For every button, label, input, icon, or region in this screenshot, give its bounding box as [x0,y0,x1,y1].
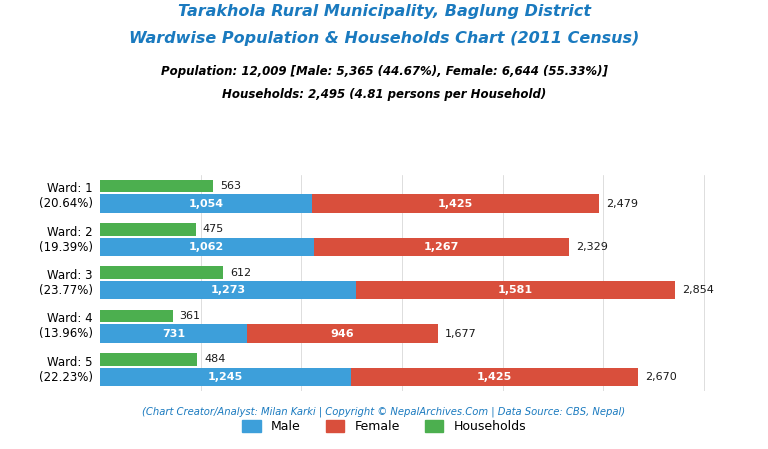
Bar [100,353,197,365]
Text: 1,425: 1,425 [438,198,473,209]
Text: 2,670: 2,670 [645,372,677,382]
Bar [351,368,637,386]
Bar [100,310,173,322]
Bar [314,238,569,256]
Bar [100,238,314,256]
Text: 2,329: 2,329 [576,242,608,252]
Bar [100,194,312,213]
Bar [356,281,675,299]
Text: 731: 731 [162,329,185,339]
Text: 1,267: 1,267 [424,242,459,252]
Bar [100,180,214,192]
Bar [100,325,247,343]
Text: 1,054: 1,054 [188,198,223,209]
Bar [100,266,223,279]
Text: 484: 484 [204,354,226,364]
Text: 475: 475 [203,224,223,234]
Text: 612: 612 [230,268,251,277]
Bar [100,368,351,386]
Text: (Chart Creator/Analyst: Milan Karki | Copyright © NepalArchives.Com | Data Sourc: (Chart Creator/Analyst: Milan Karki | Co… [142,406,626,417]
Legend: Male, Female, Households: Male, Female, Households [237,415,531,438]
Text: Population: 12,009 [Male: 5,365 (44.67%), Female: 6,644 (55.33%)]: Population: 12,009 [Male: 5,365 (44.67%)… [161,65,607,78]
Bar [312,194,599,213]
Text: 1,677: 1,677 [445,329,476,339]
Bar [100,281,356,299]
Text: 1,245: 1,245 [207,372,243,382]
Text: Tarakhola Rural Municipality, Baglung District: Tarakhola Rural Municipality, Baglung Di… [177,4,591,19]
Text: Households: 2,495 (4.81 persons per Household): Households: 2,495 (4.81 persons per Hous… [222,88,546,101]
Text: 1,581: 1,581 [498,285,533,295]
Text: 1,273: 1,273 [210,285,246,295]
Text: Wardwise Population & Households Chart (2011 Census): Wardwise Population & Households Chart (… [129,31,639,46]
Bar [247,325,438,343]
Text: 361: 361 [180,311,200,321]
Text: 1,062: 1,062 [189,242,224,252]
Text: 563: 563 [220,181,241,191]
Text: 2,479: 2,479 [606,198,638,209]
Bar [100,223,196,236]
Text: 1,425: 1,425 [476,372,511,382]
Text: 946: 946 [330,329,354,339]
Text: 2,854: 2,854 [682,285,713,295]
